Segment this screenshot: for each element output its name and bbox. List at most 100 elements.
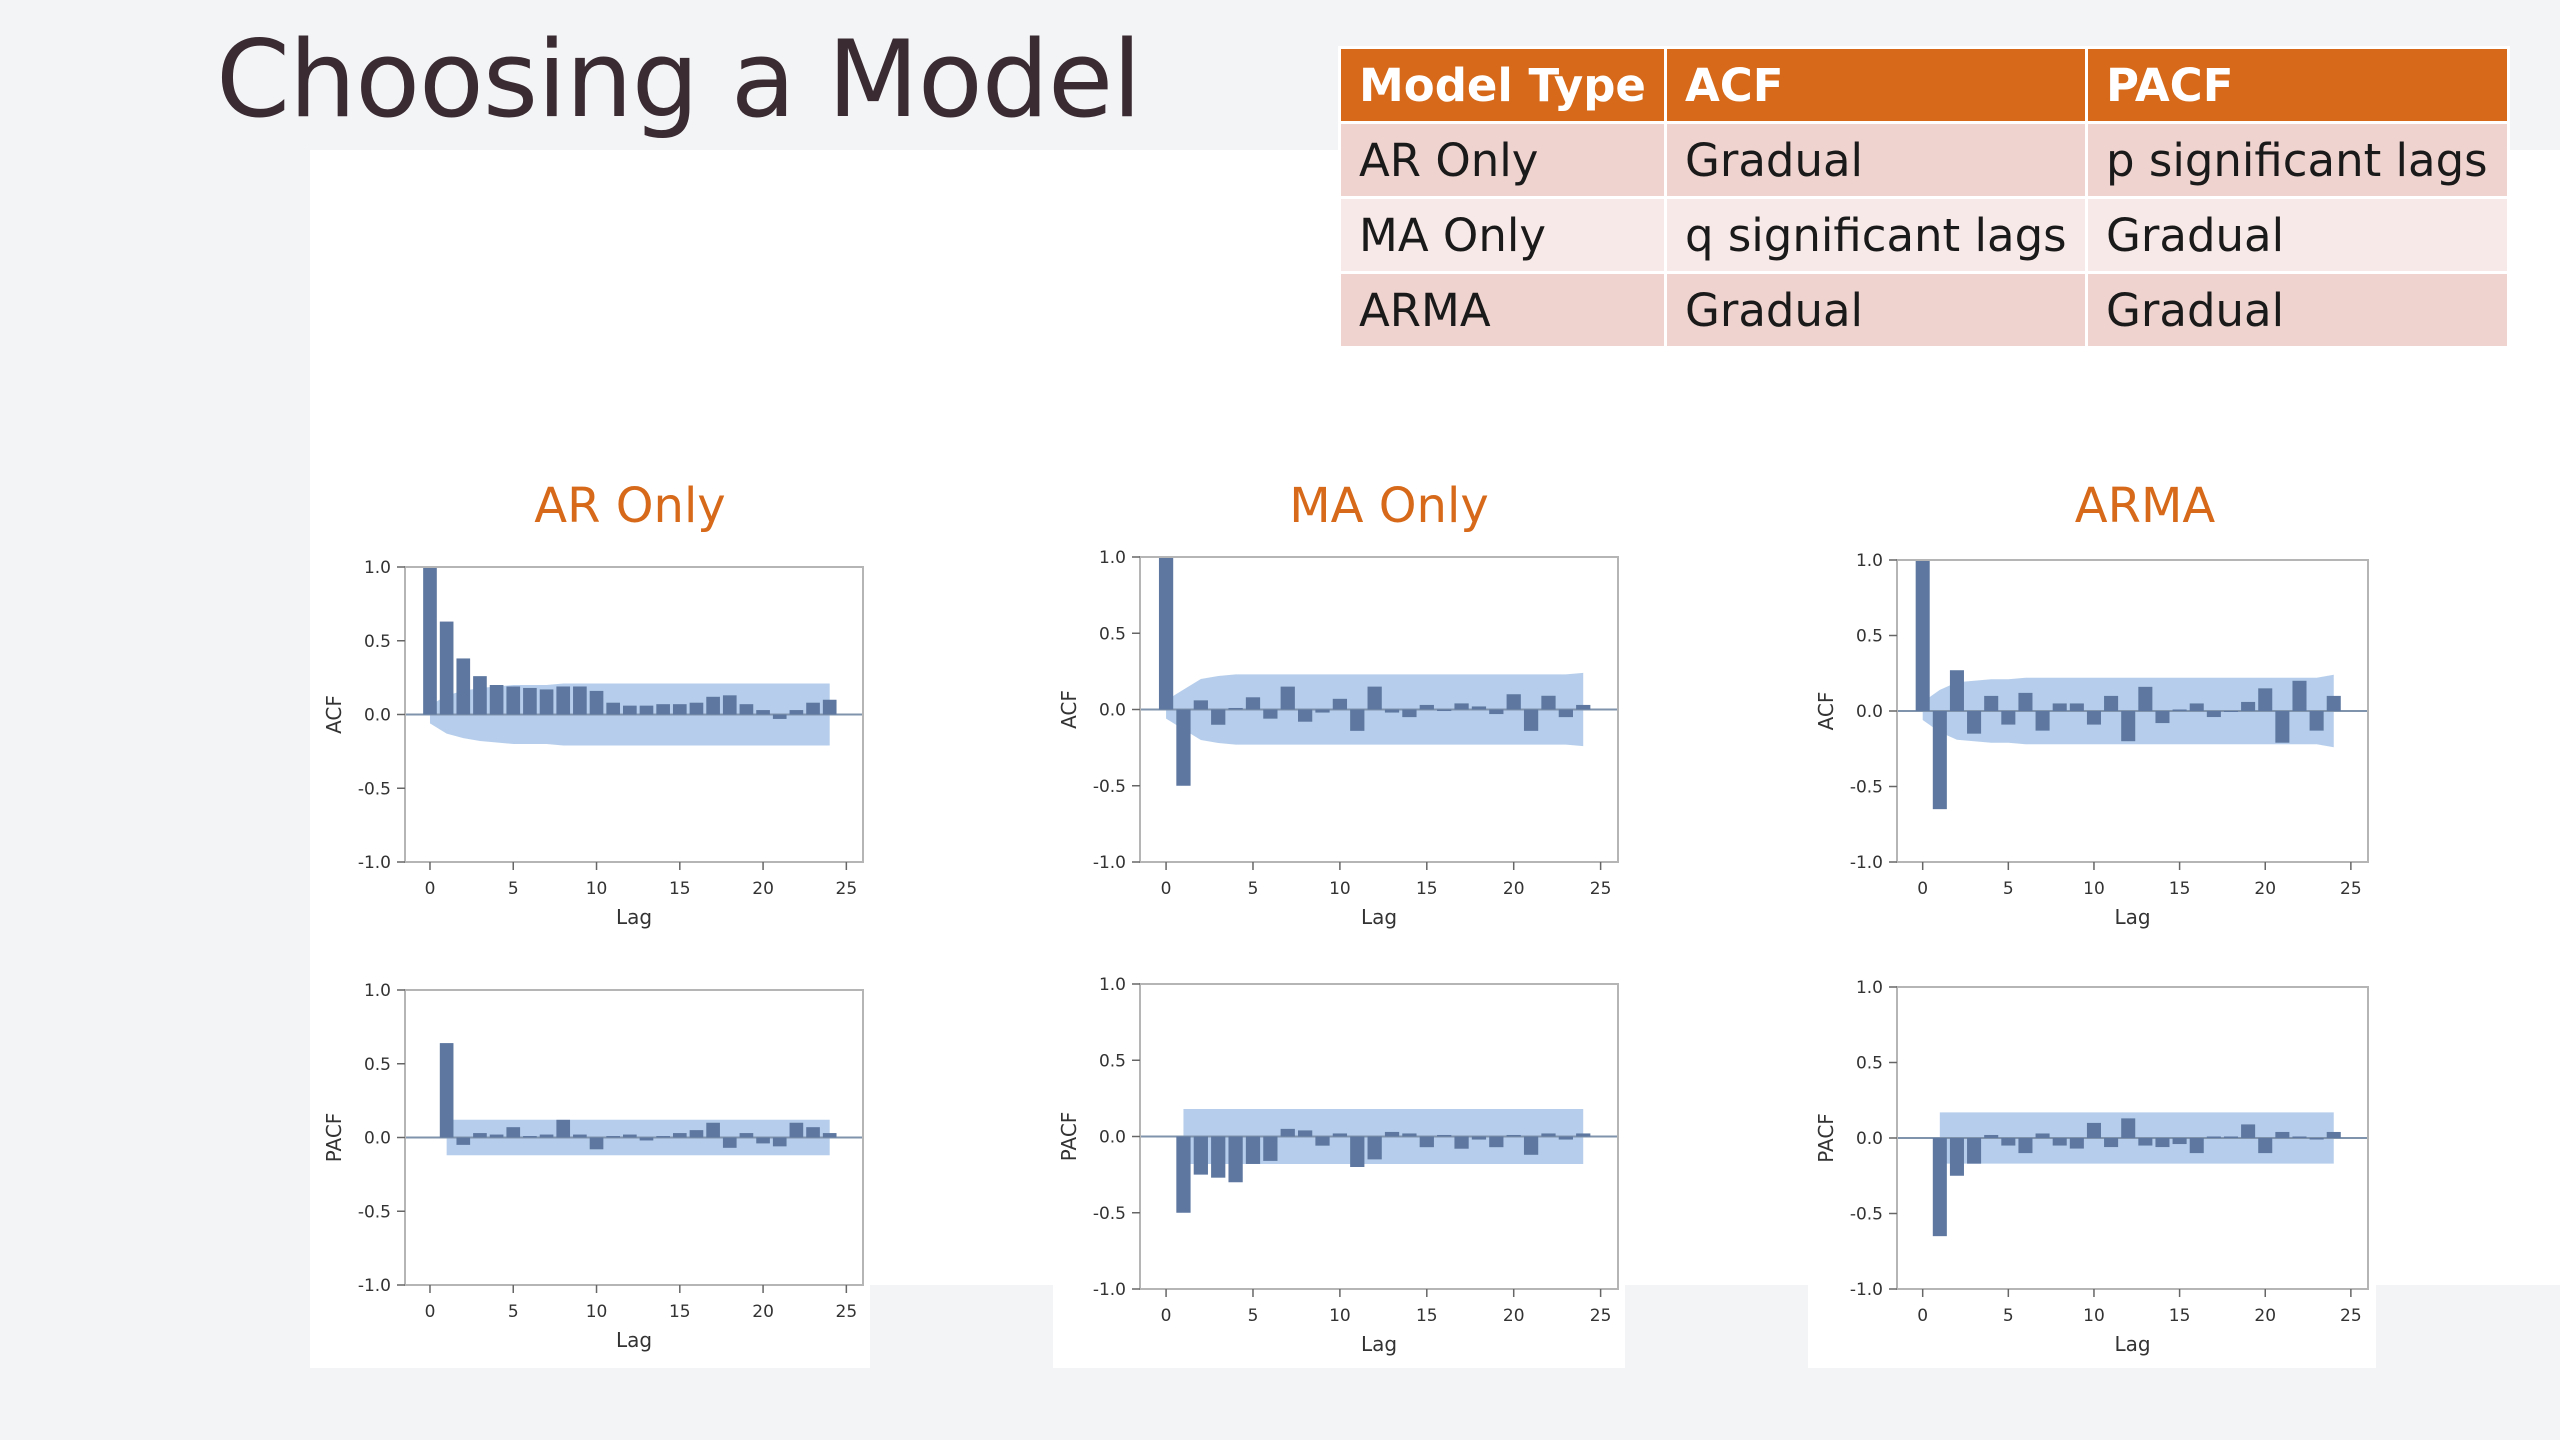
bar bbox=[1211, 1136, 1226, 1178]
y-tick-label: 1.0 bbox=[364, 558, 391, 578]
x-tick-label: 15 bbox=[2169, 879, 2191, 899]
bar bbox=[789, 710, 804, 715]
x-axis-label: Lag bbox=[616, 905, 652, 929]
bar bbox=[2206, 711, 2221, 718]
bar bbox=[423, 567, 437, 715]
bar bbox=[1211, 709, 1226, 725]
bar bbox=[556, 1119, 571, 1138]
x-tick-label: 25 bbox=[1590, 879, 1612, 899]
bar bbox=[539, 689, 554, 715]
x-tick-label: 10 bbox=[586, 1302, 608, 1322]
x-tick-label: 5 bbox=[1248, 879, 1259, 899]
bar bbox=[2052, 703, 2067, 711]
bar bbox=[2275, 711, 2290, 743]
column-title-ma: MA Only bbox=[1289, 478, 1489, 534]
plot-ma-pacf: 1.0 0.5 0.0 -0.5 -1.0 0 5 10 15 20 25 Lag PACF bbox=[1057, 975, 1619, 1356]
bar bbox=[1558, 1136, 1573, 1140]
bar bbox=[1967, 1138, 1982, 1164]
y-tick-label: 0.0 bbox=[1099, 1128, 1126, 1148]
bar bbox=[1350, 709, 1365, 731]
table-cell: ARMA bbox=[1338, 271, 1667, 349]
bar bbox=[2086, 711, 2101, 725]
plot-arma-acf: 1.0 0.5 0.0 -0.5 -1.0 0 5 10 15 20 25 Lag ACF bbox=[1814, 551, 2369, 929]
bar bbox=[1367, 1136, 1382, 1160]
bar bbox=[822, 699, 837, 715]
bar bbox=[1263, 709, 1278, 719]
y-tick-label: -1.0 bbox=[1093, 1280, 1126, 1300]
x-axis-label: Lag bbox=[2114, 905, 2150, 929]
y-tick-label: 1.0 bbox=[1099, 975, 1126, 995]
bar bbox=[2172, 709, 2187, 711]
y-tick-label: -0.5 bbox=[358, 779, 391, 799]
table-row: MA Only q significant lags Gradual bbox=[1338, 196, 2510, 274]
bar bbox=[2258, 1138, 2273, 1154]
bar bbox=[672, 704, 687, 715]
x-tick-label: 15 bbox=[1416, 879, 1438, 899]
bar bbox=[739, 1133, 754, 1138]
x-tick-label: 10 bbox=[1329, 879, 1351, 899]
table-row: AR Only Gradual p significant lags bbox=[1338, 121, 2510, 199]
bar bbox=[1315, 1136, 1330, 1146]
bar bbox=[1228, 1136, 1243, 1183]
bar bbox=[1523, 1136, 1539, 1155]
bar bbox=[2275, 1131, 2290, 1138]
bar bbox=[1176, 1136, 1191, 1213]
bar bbox=[1541, 1133, 1556, 1137]
x-tick-label: 0 bbox=[1917, 879, 1928, 899]
y-axis-label: ACF bbox=[1057, 690, 1081, 729]
table-header-cell: ACF bbox=[1663, 46, 2089, 124]
bar bbox=[1350, 1136, 1365, 1167]
column-title-ar: AR Only bbox=[534, 478, 726, 534]
content-panel-left bbox=[310, 1285, 870, 1368]
table-cell: Gradual bbox=[1663, 121, 2089, 199]
bar bbox=[2326, 1131, 2341, 1138]
bar bbox=[1280, 686, 1295, 710]
bar bbox=[1506, 694, 1521, 710]
bar bbox=[1541, 695, 1556, 710]
x-axis-label: Lag bbox=[2114, 1332, 2150, 1356]
bar bbox=[706, 696, 720, 715]
x-tick-label: 5 bbox=[2003, 879, 2014, 899]
table-cell: AR Only bbox=[1338, 121, 1667, 199]
y-tick-label: -0.5 bbox=[358, 1202, 391, 1222]
bar bbox=[1523, 709, 1539, 731]
x-tick-label: 5 bbox=[508, 1302, 519, 1322]
bar bbox=[2121, 711, 2136, 742]
y-tick-label: 0.5 bbox=[364, 632, 391, 652]
bar bbox=[523, 1136, 537, 1138]
bar bbox=[1558, 709, 1573, 718]
bar bbox=[606, 702, 621, 715]
y-tick-label: 1.0 bbox=[1099, 548, 1126, 568]
bar bbox=[1576, 704, 1591, 710]
y-tick-label: 0.5 bbox=[1099, 624, 1126, 644]
model-table: Model Type ACF PACF AR Only Gradual p si… bbox=[1338, 46, 2510, 349]
y-tick-label: 0.0 bbox=[1856, 1129, 1883, 1149]
bar bbox=[2104, 695, 2119, 711]
bar bbox=[2155, 1138, 2170, 1148]
bar bbox=[573, 1134, 587, 1138]
x-tick-label: 25 bbox=[836, 1302, 858, 1322]
x-tick-label: 0 bbox=[1161, 1306, 1172, 1326]
bar bbox=[1158, 557, 1174, 710]
bar bbox=[772, 714, 787, 719]
bar bbox=[506, 1127, 521, 1138]
bar bbox=[806, 702, 820, 715]
y-tick-label: -0.5 bbox=[1850, 1205, 1883, 1225]
table-header-cell: PACF bbox=[2085, 46, 2510, 124]
bar bbox=[756, 1137, 770, 1144]
x-tick-label: 10 bbox=[2083, 879, 2105, 899]
bar bbox=[1332, 698, 1348, 710]
bar bbox=[2189, 1138, 2204, 1154]
y-axis-label: ACF bbox=[1814, 692, 1838, 731]
bar bbox=[623, 705, 637, 715]
y-tick-label: -0.5 bbox=[1093, 777, 1126, 797]
bar bbox=[1454, 703, 1469, 710]
bar bbox=[623, 1134, 637, 1138]
bar bbox=[2069, 1138, 2084, 1149]
bar bbox=[1193, 700, 1208, 710]
bar bbox=[772, 1137, 787, 1147]
bar bbox=[2138, 1138, 2153, 1146]
x-tick-label: 15 bbox=[669, 879, 691, 899]
x-tick-label: 20 bbox=[2254, 879, 2276, 899]
bar bbox=[473, 676, 487, 715]
